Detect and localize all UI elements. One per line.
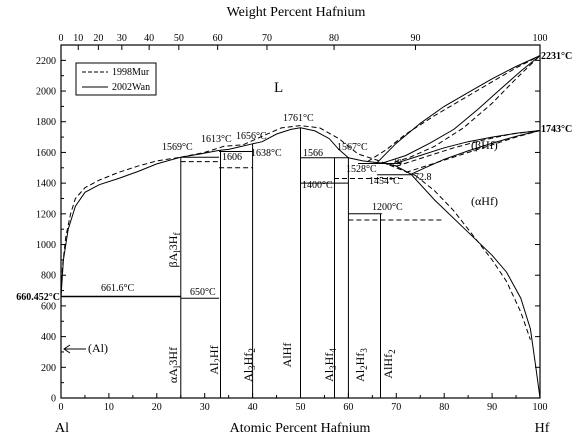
curve-2002wan-liquidus-al2hf — [180, 143, 253, 158]
legend-box — [75, 62, 157, 96]
temp-label-1454: 1454°C — [369, 176, 400, 187]
top-axis-title: Weight Percent Hafnium — [227, 5, 366, 20]
legend-entry-2002wan: 2002Wan — [112, 82, 150, 93]
temp-label-1567: 1567°C — [337, 142, 368, 153]
alpha-hf-region-label: (αHf) — [471, 194, 498, 208]
top-tick-label: 20 — [93, 33, 103, 44]
bottom-tick-label: 90 — [487, 402, 497, 413]
phase-label-beta-al3hf: βAl3Hf — [166, 233, 182, 268]
bottom-tick-label: 0 — [59, 402, 64, 413]
left-tick-label: 400 — [41, 332, 56, 343]
al-arrow-icon — [63, 344, 86, 354]
temp-label-1638: 1638°C — [251, 148, 282, 159]
bottom-tick-label: 80 — [439, 402, 449, 413]
curve-2002wan-beta-solidus — [381, 55, 541, 164]
top-tick-label: 90 — [410, 33, 420, 44]
bottom-tick-label: 70 — [391, 402, 401, 413]
liquid-region-label: L — [274, 80, 283, 96]
phase-label-al2hf3: Al2Hf3 — [353, 348, 369, 382]
bottom-axis-title: Atomic Percent Hafnium — [230, 421, 371, 436]
bottom-tick-label: 50 — [296, 402, 306, 413]
left-tick-label: 600 — [41, 301, 56, 312]
left-tick-label: 2200 — [36, 56, 56, 67]
phase-curves — [60, 55, 541, 399]
hf-end-label: Hf — [535, 421, 550, 436]
top-tick-label: 0 — [59, 33, 64, 44]
curve-1998mur-beta-alpha-lower — [405, 130, 541, 173]
temp-label-1761: 1761°C — [283, 113, 314, 124]
left-tick-label: 1000 — [36, 240, 56, 251]
temp-label-72-8: 72.8 — [414, 172, 432, 183]
phase-label-alhf: AlHf — [280, 343, 294, 368]
legend: 1998Mur 2002Wan — [75, 62, 157, 96]
curve-1998mur-liquidus-hf-side — [415, 175, 531, 340]
curve-1998mur-beta-solidus — [386, 55, 541, 166]
left-tick-label: 800 — [41, 271, 56, 282]
phase-label-alhf2: AlHf2 — [381, 349, 397, 378]
bottom-tick-label: 100 — [533, 402, 548, 413]
curve-2002wan-liquidus-hf-side — [348, 157, 541, 399]
top-tick-label: 60 — [213, 33, 223, 44]
left-tick-label: 1200 — [36, 209, 56, 220]
bottom-tick-label: 40 — [248, 402, 258, 413]
left-tick-label: 1400 — [36, 179, 56, 190]
axis-ticks: 0 10 20 30 40 50 60 70 80 90 100020040060080010001… — [36, 33, 548, 413]
bottom-tick-label: 10 — [104, 402, 114, 413]
curve-2002wan-beta-liquidus — [376, 55, 541, 163]
temp-label-1606: 1606 — [222, 152, 242, 163]
left-tick-label: 0 — [51, 394, 56, 405]
top-tick-label: 10 — [73, 33, 83, 44]
bottom-tick-label: 20 — [152, 402, 162, 413]
left-tick-label: 200 — [41, 363, 56, 374]
hf-transition-label: 1743°C — [541, 124, 572, 135]
phase-label-al3hf4: Al3Hf4 — [322, 348, 338, 382]
top-tick-label: 30 — [117, 33, 127, 44]
bottom-tick-label: 30 — [200, 402, 210, 413]
beta-hf-region-label: (βHf) — [471, 138, 498, 152]
temp-label-1528: 1528°C — [346, 164, 377, 175]
temp-label-1569: 1569°C — [162, 142, 193, 153]
temp-label-1656: 1656°C — [236, 131, 267, 142]
curve-1998mur-liquidus-al-side — [60, 156, 181, 297]
top-tick-label: 80 — [329, 33, 339, 44]
top-tick-label: 70 — [262, 33, 272, 44]
temp-label-1613: 1613°C — [201, 134, 232, 145]
phase-label-alpha-al3hf: αAl3Hf — [166, 347, 182, 383]
temp-label-1400: 1400°C — [302, 180, 333, 191]
temp-label-1566: 1566 — [303, 148, 323, 159]
top-tick-label: 100 — [533, 33, 548, 44]
curve-1998mur-beta-liquidus — [367, 55, 541, 163]
top-tick-label: 40 — [144, 33, 154, 44]
temp-label-650: 650°C — [190, 287, 216, 298]
al-region-label: (Al) — [88, 341, 108, 355]
phase-label-al2hf: Al2Hf — [207, 345, 223, 374]
al-melting-point-label: 660.452°C — [16, 292, 60, 303]
curve-1998mur-beta-alpha-upper — [396, 130, 541, 167]
top-tick-label: 50 — [174, 33, 184, 44]
left-tick-label: 1800 — [36, 117, 56, 128]
curve-2002wan-beta-alpha-lower — [409, 130, 541, 176]
phase-label-al3hf2: Al3Hf2 — [241, 348, 257, 382]
temp-label-29: 29 — [392, 158, 402, 169]
temp-label-1200: 1200°C — [372, 202, 403, 213]
al-end-label: Al — [55, 421, 69, 436]
left-tick-label: 2000 — [36, 87, 56, 98]
curve-2002wan-liquidus-al-side — [60, 156, 181, 297]
phase-labels: βAl3Hf αAl3Hf Al2Hf Al3Hf2 AlHf Al3Hf4 Al2Hf3 A… — [166, 233, 397, 384]
temp-label-661-6: 661.6°C — [101, 283, 134, 294]
bottom-tick-label: 60 — [343, 402, 353, 413]
legend-entry-1998mur: 1998Mur — [112, 67, 150, 78]
hf-melting-point-label: 2231°C — [541, 51, 572, 62]
curve-1998mur-liquidus-mid — [180, 125, 416, 176]
left-tick-label: 1600 — [36, 148, 56, 159]
